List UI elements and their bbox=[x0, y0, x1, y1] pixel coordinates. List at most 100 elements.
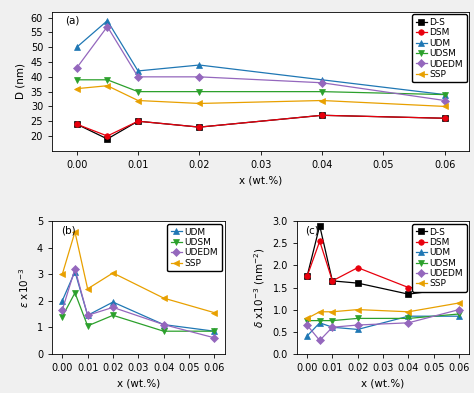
D-S bbox=[74, 122, 80, 127]
UDSM bbox=[317, 318, 322, 323]
DSM bbox=[319, 113, 325, 118]
SSP bbox=[317, 309, 322, 314]
UDEDM bbox=[329, 325, 335, 330]
UDEDM bbox=[406, 320, 411, 325]
D-S bbox=[304, 274, 310, 279]
UDM bbox=[317, 320, 322, 325]
DSM bbox=[304, 274, 310, 279]
DSM bbox=[329, 279, 335, 283]
SSP bbox=[456, 301, 462, 305]
UDM bbox=[406, 314, 411, 319]
Line: UDSM: UDSM bbox=[74, 77, 447, 97]
Line: UDM: UDM bbox=[304, 314, 462, 339]
UDSM bbox=[59, 314, 65, 319]
SSP bbox=[161, 296, 166, 301]
UDEDM bbox=[211, 336, 217, 340]
UDSM bbox=[304, 318, 310, 323]
UDSM bbox=[355, 316, 361, 321]
DSM bbox=[197, 125, 202, 129]
DSM bbox=[456, 285, 462, 290]
Text: (c): (c) bbox=[306, 225, 319, 235]
Line: UDEDM: UDEDM bbox=[60, 266, 217, 341]
Line: D-S: D-S bbox=[74, 112, 447, 142]
SSP bbox=[355, 307, 361, 312]
D-S bbox=[104, 137, 110, 141]
UDM bbox=[456, 314, 462, 319]
Line: DSM: DSM bbox=[74, 112, 447, 139]
SSP bbox=[197, 101, 202, 106]
Line: UDM: UDM bbox=[74, 18, 447, 97]
Line: D-S: D-S bbox=[304, 223, 462, 297]
UDM bbox=[442, 92, 447, 97]
Line: UDEDM: UDEDM bbox=[74, 24, 447, 103]
SSP bbox=[104, 83, 110, 88]
UDEDM bbox=[59, 308, 65, 312]
UDEDM bbox=[74, 66, 80, 70]
SSP bbox=[304, 316, 310, 321]
D-S bbox=[355, 281, 361, 285]
DSM bbox=[442, 116, 447, 121]
UDSM bbox=[319, 89, 325, 94]
Line: UDSM: UDSM bbox=[60, 290, 217, 334]
Line: SSP: SSP bbox=[74, 83, 447, 109]
Line: SSP: SSP bbox=[304, 300, 462, 321]
UDSM bbox=[85, 323, 91, 328]
DSM bbox=[135, 119, 141, 123]
UDEDM bbox=[197, 75, 202, 79]
UDEDM bbox=[442, 98, 447, 103]
SSP bbox=[442, 104, 447, 109]
UDM bbox=[72, 269, 78, 274]
UDSM bbox=[110, 313, 116, 318]
Y-axis label: $\varepsilon$ x10$^{-3}$: $\varepsilon$ x10$^{-3}$ bbox=[18, 267, 31, 308]
UDSM bbox=[104, 77, 110, 82]
UDM bbox=[197, 62, 202, 67]
UDM bbox=[355, 327, 361, 332]
SSP bbox=[72, 230, 78, 234]
DSM bbox=[406, 285, 411, 290]
SSP bbox=[59, 272, 65, 277]
X-axis label: x (wt.%): x (wt.%) bbox=[117, 378, 160, 388]
SSP bbox=[135, 98, 141, 103]
UDM bbox=[319, 77, 325, 82]
SSP bbox=[74, 86, 80, 91]
SSP bbox=[406, 309, 411, 314]
Line: UDEDM: UDEDM bbox=[304, 307, 462, 343]
D-S bbox=[317, 223, 322, 228]
UDM bbox=[329, 325, 335, 330]
UDSM bbox=[211, 329, 217, 334]
UDEDM bbox=[319, 81, 325, 85]
UDM bbox=[59, 298, 65, 303]
D-S bbox=[329, 279, 335, 283]
D-S bbox=[197, 125, 202, 129]
SSP bbox=[110, 271, 116, 275]
UDSM bbox=[456, 312, 462, 316]
D-S bbox=[406, 292, 411, 296]
Text: (b): (b) bbox=[61, 225, 75, 235]
X-axis label: x (wt.%): x (wt.%) bbox=[239, 175, 283, 185]
UDSM bbox=[161, 329, 166, 334]
Line: UDM: UDM bbox=[60, 269, 217, 334]
UDSM bbox=[72, 290, 78, 295]
D-S bbox=[319, 113, 325, 118]
UDEDM bbox=[355, 323, 361, 327]
Line: UDSM: UDSM bbox=[304, 311, 462, 323]
X-axis label: x (wt.%): x (wt.%) bbox=[362, 378, 405, 388]
DSM bbox=[317, 239, 322, 244]
UDEDM bbox=[317, 338, 322, 343]
UDSM bbox=[329, 318, 335, 323]
D-S bbox=[442, 116, 447, 121]
Legend: UDM, UDSM, UDEDM, SSP: UDM, UDSM, UDEDM, SSP bbox=[167, 224, 222, 271]
UDEDM bbox=[304, 323, 310, 327]
Legend: D-S, DSM, UDM, UDSM, UDEDM, SSP: D-S, DSM, UDM, UDSM, UDEDM, SSP bbox=[412, 15, 466, 83]
UDM bbox=[85, 313, 91, 318]
UDEDM bbox=[85, 313, 91, 318]
UDSM bbox=[442, 92, 447, 97]
Text: (a): (a) bbox=[64, 16, 79, 26]
SSP bbox=[319, 98, 325, 103]
D-S bbox=[456, 285, 462, 290]
UDM bbox=[135, 68, 141, 73]
UDEDM bbox=[456, 307, 462, 312]
UDM bbox=[161, 322, 166, 327]
Y-axis label: D (nm): D (nm) bbox=[15, 63, 25, 99]
D-S bbox=[135, 119, 141, 123]
